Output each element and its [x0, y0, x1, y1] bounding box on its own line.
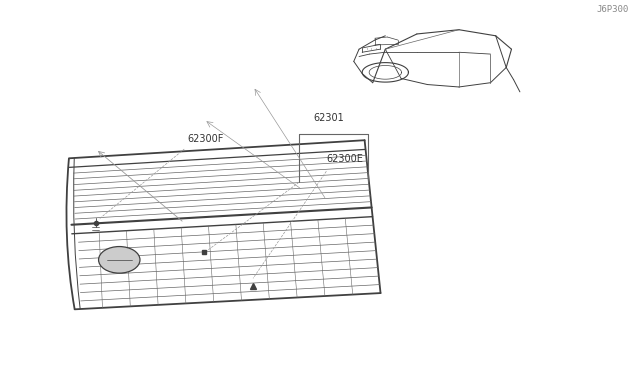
Ellipse shape — [99, 247, 140, 273]
Text: 62300F: 62300F — [188, 134, 224, 144]
Text: 62300E: 62300E — [326, 154, 364, 164]
Text: J6P300: J6P300 — [597, 5, 629, 14]
Text: 62301: 62301 — [314, 113, 344, 123]
